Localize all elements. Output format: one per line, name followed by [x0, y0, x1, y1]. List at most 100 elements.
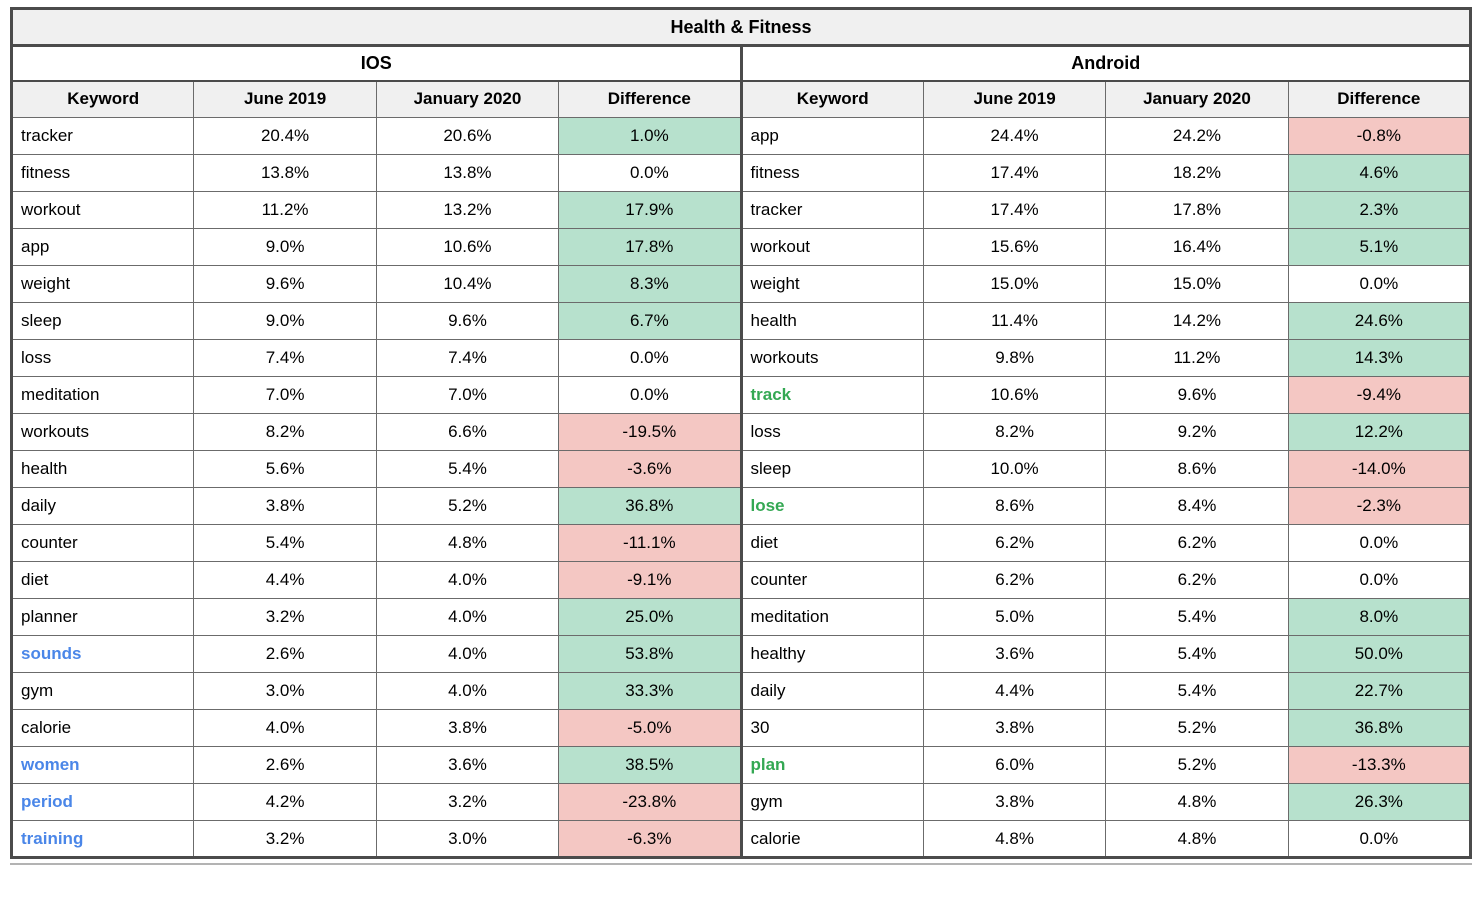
- ios-difference-cell: 17.8%: [558, 228, 742, 266]
- android-june-2019-cell: 8.2%: [922, 413, 1107, 451]
- android-keyword-cell: plan: [739, 746, 924, 784]
- android-june-2019-cell: 4.8%: [922, 820, 1107, 858]
- ios-june-2019-cell: 3.0%: [193, 672, 377, 710]
- ios-keyword-cell: tracker: [10, 117, 195, 155]
- ios-keyword-cell: women: [10, 746, 195, 784]
- ios-june-2019-cell: 3.8%: [193, 487, 377, 525]
- android-difference-cell: 12.2%: [1287, 413, 1472, 451]
- ios-keyword-cell: gym: [10, 672, 195, 710]
- ios-keyword-cell: sleep: [10, 302, 195, 340]
- ios-january-2020-cell: 4.8%: [375, 524, 560, 562]
- ios-june-2019-cell: 7.0%: [193, 376, 377, 414]
- ios-keyword-cell: counter: [10, 524, 195, 562]
- android-keyword-cell: meditation: [739, 598, 924, 636]
- ios-difference-cell: 0.0%: [558, 154, 742, 192]
- table-title: Health & Fitness: [11, 8, 1471, 47]
- android-june-2019-cell: 11.4%: [922, 302, 1107, 340]
- table-row: training 3.2% 3.0% -6.3% calorie 4.8% 4.8% 0.0%: [10, 820, 1472, 858]
- android-june-2019-cell: 10.6%: [922, 376, 1107, 414]
- ios-difference-cell: -11.1%: [558, 524, 742, 562]
- table-row: women 2.6% 3.6% 38.5% plan 6.0% 5.2% -13.3%: [10, 746, 1472, 784]
- android-january-2020-cell: 9.6%: [1105, 376, 1289, 414]
- ios-january-2020-cell: 3.0%: [375, 820, 560, 858]
- platform-header-ios: IOS: [11, 45, 742, 82]
- android-difference-cell: 0.0%: [1287, 820, 1472, 858]
- ios-keyword-cell: training: [10, 820, 195, 858]
- android-january-2020-cell: 4.8%: [1105, 783, 1289, 821]
- android-difference-cell: -13.3%: [1287, 746, 1472, 784]
- ios-june-2019-cell: 2.6%: [193, 635, 377, 673]
- android-june-2019-cell: 3.8%: [922, 783, 1107, 821]
- ios-june-2019-cell: 9.6%: [193, 265, 377, 303]
- ios-difference-cell: -9.1%: [558, 561, 742, 599]
- android-june-2019-cell: 15.0%: [922, 265, 1107, 303]
- android-january-2020-cell: 6.2%: [1105, 561, 1289, 599]
- ios-june-2019-cell: 9.0%: [193, 228, 377, 266]
- android-keyword-cell: sleep: [739, 450, 924, 488]
- ios-january-2020-cell: 4.0%: [375, 672, 560, 710]
- android-january-2020-cell: 5.2%: [1105, 746, 1289, 784]
- ios-difference-cell: -19.5%: [558, 413, 742, 451]
- android-keyword-cell: healthy: [739, 635, 924, 673]
- android-january-2020-cell: 16.4%: [1105, 228, 1289, 266]
- ios-difference-cell: 25.0%: [558, 598, 742, 636]
- table-row: fitness 13.8% 13.8% 0.0% fitness 17.4% 18.2% 4.…: [10, 154, 1472, 192]
- ios-header-keyword: Keyword: [10, 80, 195, 118]
- ios-difference-cell: 33.3%: [558, 672, 742, 710]
- android-january-2020-cell: 4.8%: [1105, 820, 1289, 858]
- android-keyword-cell: daily: [739, 672, 924, 710]
- android-difference-cell: 0.0%: [1287, 524, 1472, 562]
- android-difference-cell: 8.0%: [1287, 598, 1472, 636]
- ios-january-2020-cell: 3.2%: [375, 783, 560, 821]
- ios-difference-cell: 8.3%: [558, 265, 742, 303]
- ios-keyword-cell: period: [10, 783, 195, 821]
- ios-january-2020-cell: 10.4%: [375, 265, 560, 303]
- android-june-2019-cell: 6.0%: [922, 746, 1107, 784]
- ios-january-2020-cell: 10.6%: [375, 228, 560, 266]
- android-difference-cell: 5.1%: [1287, 228, 1472, 266]
- ios-keyword-cell: health: [10, 450, 195, 488]
- android-keyword-cell: 30: [739, 709, 924, 747]
- ios-difference-cell: 1.0%: [558, 117, 742, 155]
- ios-keyword-cell: loss: [10, 339, 195, 377]
- ios-june-2019-cell: 3.2%: [193, 820, 377, 858]
- android-difference-cell: 0.0%: [1287, 561, 1472, 599]
- table-row: diet 4.4% 4.0% -9.1% counter 6.2% 6.2% 0.0%: [10, 561, 1472, 599]
- column-header-row: Keyword June 2019 January 2020 Differenc…: [10, 80, 1472, 118]
- android-header-keyword: Keyword: [739, 80, 924, 118]
- android-keyword-cell: calorie: [739, 820, 924, 858]
- android-header-january-2020: January 2020: [1105, 80, 1289, 118]
- android-june-2019-cell: 17.4%: [922, 154, 1107, 192]
- ios-january-2020-cell: 5.2%: [375, 487, 560, 525]
- table-row: daily 3.8% 5.2% 36.8% lose 8.6% 8.4% -2.3%: [10, 487, 1472, 525]
- android-june-2019-cell: 17.4%: [922, 191, 1107, 229]
- ios-difference-cell: -6.3%: [558, 820, 742, 858]
- table-row: tracker 20.4% 20.6% 1.0% app 24.4% 24.2% -0.8%: [10, 117, 1472, 155]
- table-row: period 4.2% 3.2% -23.8% gym 3.8% 4.8% 26.3%: [10, 783, 1472, 821]
- ios-january-2020-cell: 20.6%: [375, 117, 560, 155]
- ios-june-2019-cell: 4.4%: [193, 561, 377, 599]
- android-june-2019-cell: 6.2%: [922, 524, 1107, 562]
- android-keyword-cell: health: [739, 302, 924, 340]
- table-row: meditation 7.0% 7.0% 0.0% track 10.6% 9.6% -9.4…: [10, 376, 1472, 414]
- ios-january-2020-cell: 3.8%: [375, 709, 560, 747]
- android-difference-cell: 50.0%: [1287, 635, 1472, 673]
- table-row: planner 3.2% 4.0% 25.0% meditation 5.0% 5.4% 8.…: [10, 598, 1472, 636]
- ios-january-2020-cell: 3.6%: [375, 746, 560, 784]
- android-january-2020-cell: 5.2%: [1105, 709, 1289, 747]
- table-row: loss 7.4% 7.4% 0.0% workouts 9.8% 11.2% 14.3%: [10, 339, 1472, 377]
- ios-january-2020-cell: 13.2%: [375, 191, 560, 229]
- android-difference-cell: 14.3%: [1287, 339, 1472, 377]
- android-difference-cell: -0.8%: [1287, 117, 1472, 155]
- android-june-2019-cell: 4.4%: [922, 672, 1107, 710]
- ios-difference-cell: 0.0%: [558, 376, 742, 414]
- ios-difference-cell: 0.0%: [558, 339, 742, 377]
- keyword-comparison-table: Health & Fitness IOS Android Keyword Jun…: [10, 7, 1472, 859]
- android-january-2020-cell: 5.4%: [1105, 672, 1289, 710]
- android-january-2020-cell: 5.4%: [1105, 635, 1289, 673]
- android-difference-cell: -9.4%: [1287, 376, 1472, 414]
- table-row: sleep 9.0% 9.6% 6.7% health 11.4% 14.2% 24.6%: [10, 302, 1472, 340]
- ios-keyword-cell: app: [10, 228, 195, 266]
- ios-difference-cell: 53.8%: [558, 635, 742, 673]
